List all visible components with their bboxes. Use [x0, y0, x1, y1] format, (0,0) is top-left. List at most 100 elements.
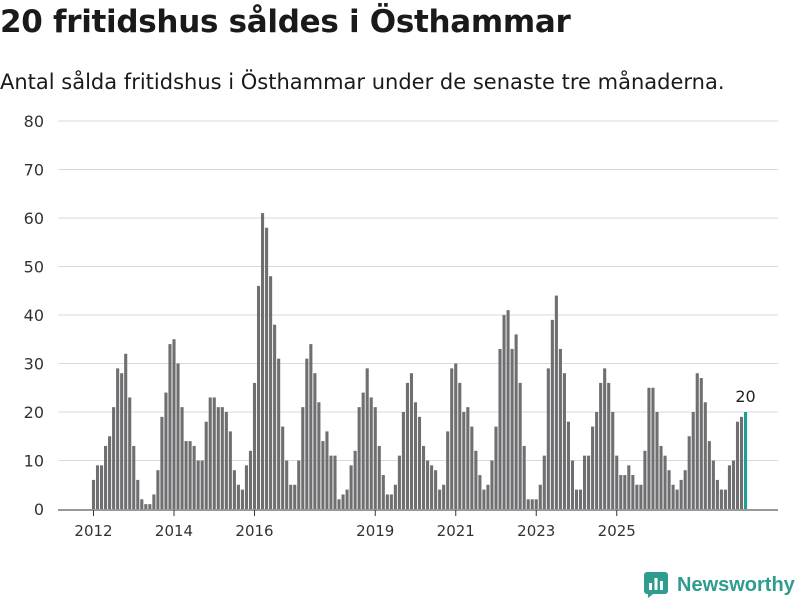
bar: [136, 479, 140, 509]
bar: [373, 407, 377, 509]
bar: [462, 412, 466, 509]
bar: [301, 407, 305, 509]
bar: [353, 450, 357, 509]
bar: [699, 378, 703, 509]
bar: [647, 387, 651, 509]
bar: [534, 499, 538, 509]
bar: [454, 363, 458, 509]
bar: [723, 489, 727, 509]
bar: [530, 499, 534, 509]
bar: [220, 407, 224, 509]
bar: [514, 334, 518, 509]
x-tick-label: 2014: [155, 522, 193, 540]
bar: [256, 285, 261, 509]
bar: [91, 479, 96, 509]
bar: [538, 484, 542, 509]
bar: [417, 416, 422, 509]
bar: [325, 431, 329, 509]
brand-name: Newsworthy: [677, 573, 795, 596]
chart-bars: [91, 213, 748, 509]
bar: [281, 426, 285, 509]
bar: [148, 504, 152, 509]
bar: [321, 441, 325, 509]
bar: [655, 412, 659, 509]
x-tick-label: 2023: [517, 522, 555, 540]
bar: [554, 295, 558, 509]
bar: [502, 315, 506, 509]
bar: [389, 494, 393, 509]
bar: [635, 484, 639, 509]
bar-highlight: [744, 412, 748, 509]
latest-value-label: 20: [735, 387, 755, 406]
bar: [200, 460, 204, 509]
bar: [715, 479, 719, 509]
bar: [731, 460, 736, 509]
chart-title: 20 fritidshus såldes i Östhammar: [0, 4, 571, 40]
bar: [522, 445, 526, 509]
bar: [261, 213, 265, 509]
bar: [474, 450, 478, 509]
bar: [277, 358, 281, 509]
bar: [494, 426, 498, 509]
x-tick-label: 2012: [74, 522, 112, 540]
bar: [566, 421, 570, 509]
y-tick-label: 20: [24, 403, 44, 422]
bar: [583, 455, 587, 509]
y-tick-label: 10: [24, 452, 44, 471]
bar: [446, 431, 450, 509]
bar: [490, 460, 494, 509]
bar: [208, 397, 212, 509]
bar: [558, 348, 562, 509]
bar: [627, 465, 631, 509]
bar: [526, 499, 530, 509]
bar: [188, 441, 192, 509]
bar: [663, 455, 667, 509]
bar: [95, 465, 100, 509]
bar: [329, 455, 333, 509]
bar: [603, 368, 607, 509]
bar: [550, 319, 554, 509]
bar: [341, 494, 345, 509]
y-tick-label: 30: [24, 355, 44, 374]
bar: [409, 373, 414, 509]
bar: [442, 484, 446, 509]
bar: [426, 460, 430, 509]
bar: [377, 445, 381, 509]
bar: [643, 450, 647, 509]
bar: [591, 426, 595, 509]
bar: [458, 382, 462, 509]
bar: [293, 484, 297, 509]
bar: [361, 392, 365, 509]
bar: [393, 484, 397, 509]
bar: [381, 475, 385, 509]
bar: [639, 484, 643, 509]
bar: [599, 382, 603, 509]
bar: [224, 412, 228, 509]
bar: [422, 445, 426, 509]
bar: [240, 489, 244, 509]
bar: [104, 445, 108, 509]
bar: [450, 368, 454, 509]
bar: [369, 397, 373, 509]
bar: [486, 484, 490, 509]
bar: [679, 479, 683, 509]
bar: [248, 450, 253, 509]
x-tick-label: 2021: [437, 522, 475, 540]
bar: [707, 441, 711, 509]
bar: [703, 402, 707, 509]
bar: [289, 484, 293, 509]
bar: [140, 499, 144, 509]
bar: [510, 348, 514, 509]
bar: [124, 353, 128, 509]
bar: [100, 465, 104, 509]
bar: [413, 402, 418, 509]
bar: [192, 445, 196, 509]
bar: [691, 412, 695, 509]
bar: [574, 489, 579, 509]
bar: [570, 460, 575, 509]
bar: [152, 494, 156, 509]
bar: [180, 407, 184, 509]
bar: [478, 475, 482, 509]
bar: [595, 412, 599, 509]
bar: [144, 504, 148, 509]
